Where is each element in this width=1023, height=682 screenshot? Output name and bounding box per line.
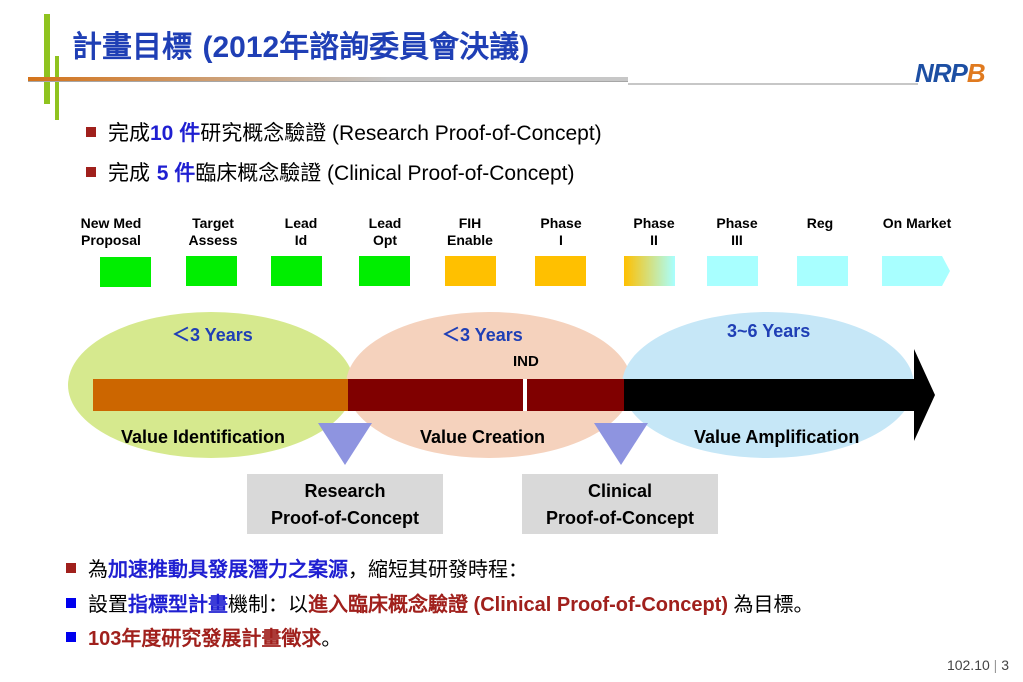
- stage-label: Phase II: [633, 215, 675, 248]
- research-poc-box: Research Proof-of-Concept: [247, 474, 443, 534]
- years-label: ＜3 Years: [442, 325, 523, 345]
- years-label: ＜3 Years: [172, 325, 253, 345]
- bullet-square-icon: [66, 598, 76, 608]
- value-label: Value Identification: [121, 427, 286, 447]
- stage-box-target-assess: [186, 256, 237, 286]
- stage-label: Phase I: [540, 215, 582, 248]
- stage-label: Phase III: [716, 215, 758, 248]
- bullet-accelerate: 為加速推動具發展潛力之案源，縮短其研發時程：: [66, 553, 528, 582]
- bullet-square-icon: [86, 167, 96, 177]
- title-accent-bar: [44, 14, 50, 104]
- title-underline-right: [628, 83, 918, 85]
- stage-label: On Market: [882, 215, 952, 231]
- bullet-clinical-poc: 完成 5 件臨床概念驗證 (Clinical Proof-of-Concept): [86, 157, 574, 187]
- title-accent-bar-small: [55, 56, 59, 120]
- stage-label: Target Assess: [188, 215, 238, 248]
- stage-box-reg: [797, 256, 848, 286]
- footer-date: 102.10: [946, 657, 990, 673]
- stage-label: Lead Id: [284, 215, 318, 248]
- bullet-research-poc: 完成10 件研究概念驗證 (Research Proof-of-Concept): [86, 117, 602, 147]
- stage-box-lead-id: [271, 256, 322, 286]
- nrpb-logo: NRPB: [915, 58, 986, 88]
- page-number: 3: [1001, 657, 1009, 673]
- bullet-square-icon: [66, 632, 76, 642]
- bullet-indicator-plan: 設置指標型計畫機制：以進入臨床概念驗證 (Clinical Proof-of-C…: [66, 588, 814, 617]
- bullet-square-icon: [86, 127, 96, 137]
- stage-label: FIH Enable: [447, 215, 493, 248]
- stage-box-phase-2: [624, 256, 675, 286]
- bullet-103-call: 103年度研究發展計畫徵求。: [66, 622, 341, 651]
- clinical-poc-pointer: [594, 423, 648, 465]
- stage-box-lead-opt: [359, 256, 410, 286]
- stage-box-phase-1: [535, 256, 586, 286]
- stage-label: Reg: [806, 215, 834, 231]
- stage-box-phase-3: [707, 256, 758, 286]
- timeline-arrow: [93, 349, 935, 441]
- value-label: Value Amplification: [694, 427, 860, 447]
- page-title: 計畫目標 (2012年諮詢委員會決議): [72, 30, 530, 65]
- footer-separator: |: [993, 657, 998, 673]
- research-poc-pointer: [318, 423, 372, 465]
- stage-box-on-market: [882, 256, 950, 286]
- title-underline-thin: [28, 81, 628, 82]
- footer: 102.10 | 3: [947, 657, 1009, 673]
- ind-label: IND: [513, 353, 539, 370]
- value-label: Value Creation: [420, 427, 546, 447]
- title-underline: [28, 77, 628, 81]
- stage-label: Lead Opt: [368, 215, 402, 248]
- stage-box-fih-enable: [445, 256, 496, 286]
- clinical-poc-box: Clinical Proof-of-Concept: [522, 474, 718, 534]
- years-label: 3~6 Years: [727, 321, 811, 341]
- stage-box-new-med-proposal: [100, 257, 151, 287]
- stage-label: New Med Proposal: [80, 215, 142, 248]
- bullet-square-icon: [66, 563, 76, 573]
